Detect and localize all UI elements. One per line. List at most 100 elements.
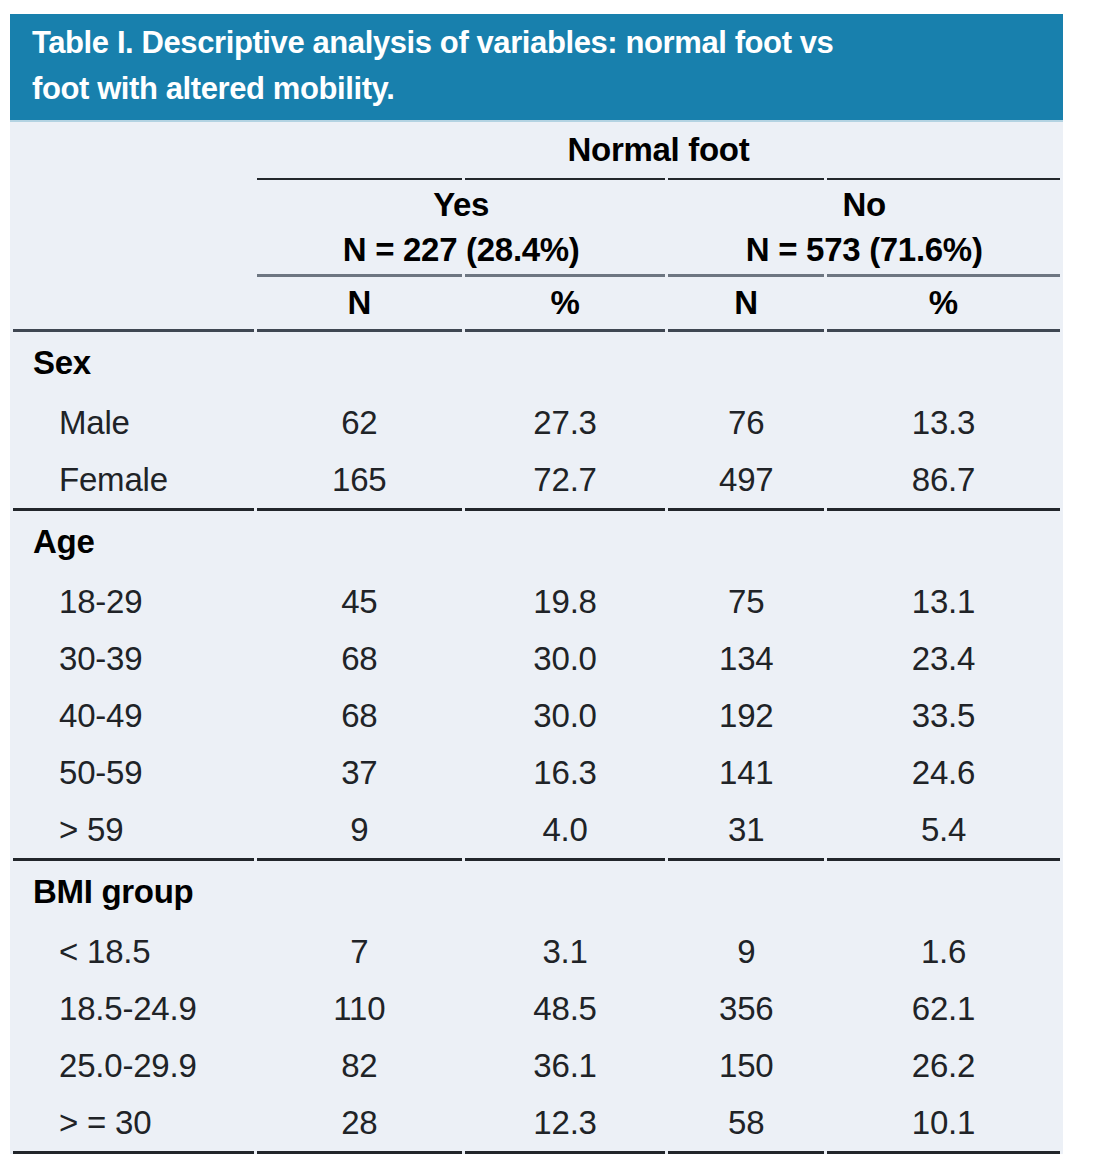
table-row: > = 302812.35810.1 [13,1094,1060,1151]
section-label: Sex [13,332,1060,394]
cell-value: 16.3 [465,744,666,801]
span-header-row: Normal foot [13,122,1060,178]
row-label: 18-29 [13,573,254,630]
rule-segment [465,1151,666,1154]
col-header-n-no: N [668,277,824,329]
row-label: > = 30 [13,1094,254,1151]
cell-value: 72.7 [465,451,666,508]
table-title-line2: foot with altered mobility. [32,66,1047,112]
table-title-line1: Table I. Descriptive analysis of variabl… [32,20,1047,66]
cell-value: 86.7 [827,451,1060,508]
col-header-pct-yes: % [465,277,666,329]
row-label: 50-59 [13,744,254,801]
table-row: 50-593716.314124.6 [13,744,1060,801]
column-header-row: N % N % [13,277,1060,329]
row-label: 30-39 [13,630,254,687]
rule-segment [827,1151,1060,1154]
row-label: 40-49 [13,687,254,744]
normal-foot-header: Normal foot [257,122,1060,178]
row-label: < 18.5 [13,923,254,980]
row-label: 25.0-29.9 [13,1037,254,1094]
cell-value: 76 [668,394,824,451]
cell-value: 62.1 [827,980,1060,1037]
cell-value: 62 [257,394,462,451]
cell-value: 356 [668,980,824,1037]
cell-value: 110 [257,980,462,1037]
section-label: BMI group [13,861,1060,923]
table-row: < 18.573.191.6 [13,923,1060,980]
table-container: Normal foot Yes N = 227 (28.4%) [10,122,1063,1154]
corner-blank [13,122,254,178]
table-row: 18-294519.87513.1 [13,573,1060,630]
cell-value: 4.0 [465,801,666,858]
cell-value: 58 [668,1094,824,1151]
cell-value: 9 [257,801,462,858]
col-header-n-yes: N [257,277,462,329]
cell-value: 7 [257,923,462,980]
cell-value: 5.4 [827,801,1060,858]
cell-value: 68 [257,630,462,687]
cell-value: 24.6 [827,744,1060,801]
cell-value: 141 [668,744,824,801]
group-header-yes: Yes N = 227 (28.4%) [257,180,666,274]
cell-value: 31 [668,801,824,858]
rule-segment [257,1151,462,1154]
cell-value: 10.1 [827,1094,1060,1151]
table-row: Male6227.37613.3 [13,394,1060,451]
cell-value: 48.5 [465,980,666,1037]
row-label: 18.5-24.9 [13,980,254,1037]
cell-value: 3.1 [465,923,666,980]
group-header-row: Yes N = 227 (28.4%) No N = 573 (71.6%) [13,180,1060,274]
cell-value: 30.0 [465,687,666,744]
page: Table I. Descriptive analysis of variabl… [0,0,1096,1163]
cell-value: 37 [257,744,462,801]
rule-segment [13,1151,254,1154]
row-label: Male [13,394,254,451]
cell-value: 28 [257,1094,462,1151]
section-label: Age [13,511,1060,573]
descriptive-table: Normal foot Yes N = 227 (28.4%) [10,122,1063,1154]
cell-value: 68 [257,687,462,744]
table-row: Female16572.749786.7 [13,451,1060,508]
table-row: 25.0-29.98236.115026.2 [13,1037,1060,1094]
cell-value: 165 [257,451,462,508]
cell-value: 13.1 [827,573,1060,630]
table-row: 30-396830.013423.4 [13,630,1060,687]
row-label: Female [13,451,254,508]
cell-value: 82 [257,1037,462,1094]
table-body: SexMale6227.37613.3Female16572.749786.7A… [13,332,1060,1154]
section-header-row: Sex [13,332,1060,394]
section-header-row: Age [13,511,1060,573]
group-label-yes: Yes [257,182,666,227]
cell-value: 27.3 [465,394,666,451]
cell-value: 75 [668,573,824,630]
cell-value: 1.6 [827,923,1060,980]
table-title-banner: Table I. Descriptive analysis of variabl… [10,14,1063,122]
cell-value: 45 [257,573,462,630]
cell-value: 23.4 [827,630,1060,687]
cell-value: 150 [668,1037,824,1094]
cell-value: 192 [668,687,824,744]
section-header-row: BMI group [13,861,1060,923]
table-row: 18.5-24.911048.535662.1 [13,980,1060,1037]
rule-segment [668,1151,824,1154]
corner-blank [13,180,254,274]
cell-value: 13.3 [827,394,1060,451]
col-header-pct-no: % [827,277,1060,329]
table-row: 40-496830.019233.5 [13,687,1060,744]
cell-value: 12.3 [465,1094,666,1151]
group-sub-yes: N = 227 (28.4%) [257,227,666,272]
cell-value: 33.5 [827,687,1060,744]
cell-value: 26.2 [827,1037,1060,1094]
group-header-no: No N = 573 (71.6%) [668,180,1060,274]
cell-value: 9 [668,923,824,980]
group-label-no: No [668,182,1060,227]
table-row: > 5994.0315.4 [13,801,1060,858]
row-label: > 59 [13,801,254,858]
group-sub-no: N = 573 (71.6%) [668,227,1060,272]
cell-value: 36.1 [465,1037,666,1094]
cell-value: 19.8 [465,573,666,630]
cell-value: 497 [668,451,824,508]
section-divider-rule [13,1151,1060,1154]
corner-blank [13,277,254,329]
